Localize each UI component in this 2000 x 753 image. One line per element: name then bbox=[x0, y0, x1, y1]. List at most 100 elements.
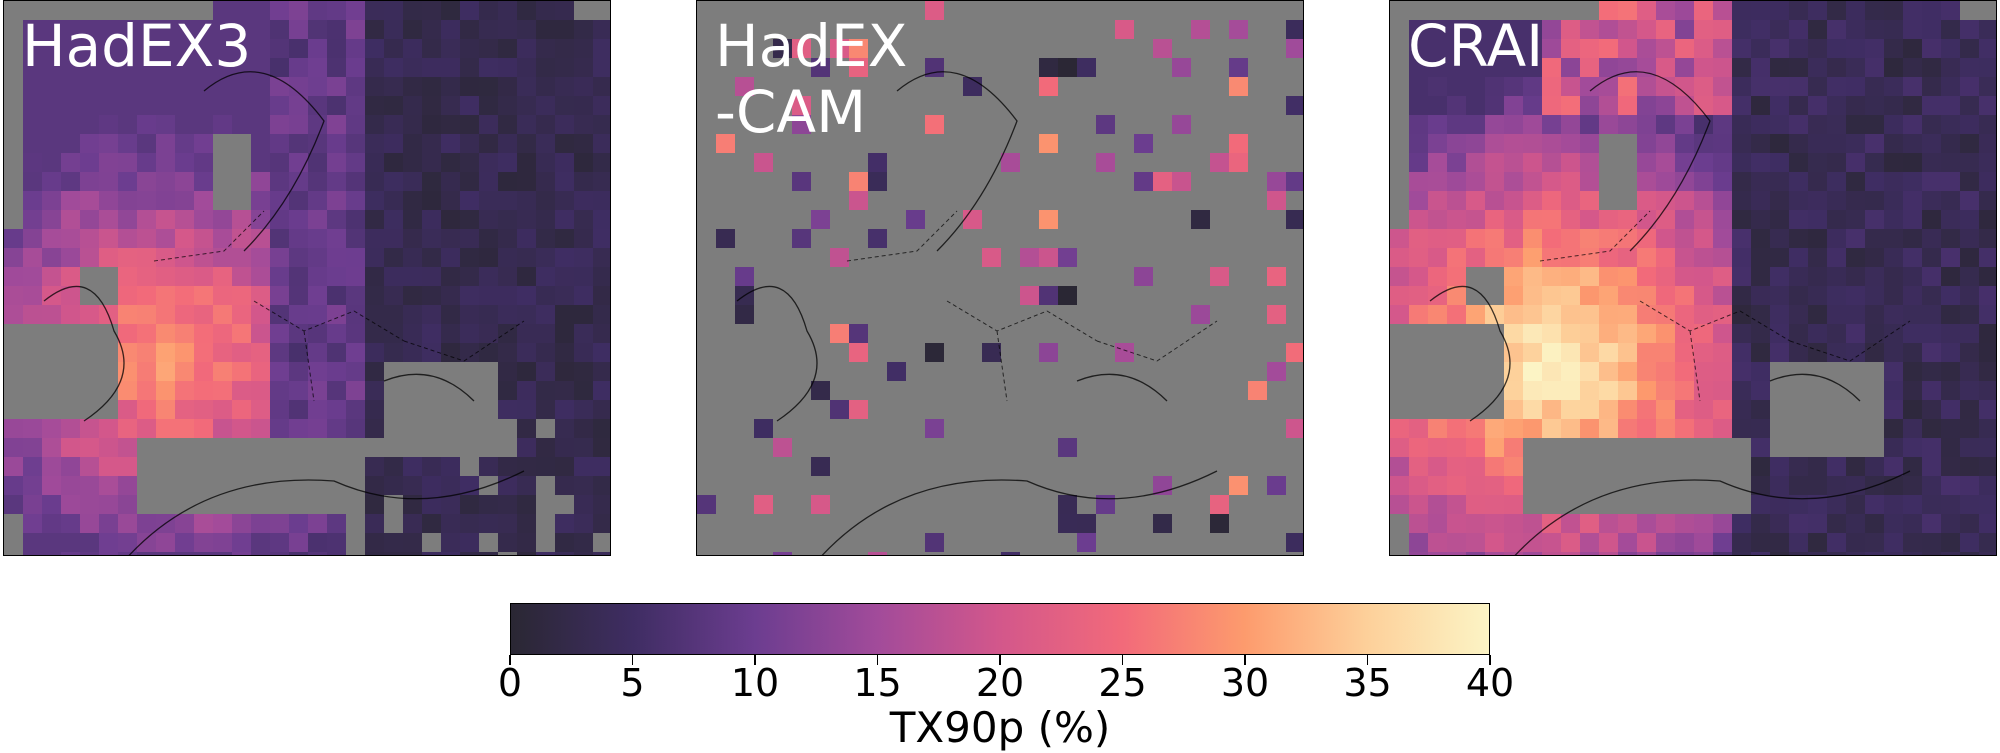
heatmap-cell bbox=[384, 267, 403, 286]
heatmap-cell bbox=[156, 533, 175, 552]
heatmap-cell bbox=[1656, 343, 1675, 362]
heatmap-cell bbox=[1466, 305, 1485, 324]
heatmap-cell bbox=[517, 400, 536, 419]
heatmap-cell bbox=[1941, 1, 1960, 20]
heatmap-cell bbox=[23, 153, 42, 172]
heatmap-cell bbox=[61, 286, 80, 305]
heatmap-cell bbox=[479, 305, 498, 324]
heatmap-cell bbox=[1390, 229, 1409, 248]
heatmap-cell bbox=[289, 1, 308, 20]
heatmap-cell bbox=[175, 400, 194, 419]
heatmap-cell bbox=[403, 20, 422, 39]
heatmap-cell bbox=[156, 286, 175, 305]
heatmap-cell bbox=[1618, 229, 1637, 248]
heatmap-cell bbox=[1694, 400, 1713, 419]
heatmap-cell bbox=[1865, 267, 1884, 286]
heatmap-cell bbox=[1618, 419, 1637, 438]
heatmap-cell bbox=[175, 210, 194, 229]
heatmap-cell bbox=[23, 495, 42, 514]
heatmap-cell bbox=[4, 457, 23, 476]
heatmap-cell bbox=[23, 115, 42, 134]
heatmap-cell bbox=[1865, 495, 1884, 514]
heatmap-cell bbox=[1979, 514, 1996, 533]
heatmap-cell bbox=[1542, 229, 1561, 248]
heatmap-cell bbox=[213, 362, 232, 381]
heatmap-cell bbox=[1979, 20, 1996, 39]
heatmap-cell bbox=[1941, 286, 1960, 305]
heatmap-cell bbox=[1694, 267, 1713, 286]
heatmap-cell bbox=[1675, 77, 1694, 96]
heatmap-cell bbox=[42, 457, 61, 476]
heatmap-cell bbox=[479, 229, 498, 248]
heatmap-cell bbox=[422, 229, 441, 248]
heatmap-cell bbox=[441, 115, 460, 134]
heatmap-cell bbox=[460, 20, 479, 39]
heatmap-cell bbox=[593, 514, 610, 533]
heatmap-cell bbox=[346, 343, 365, 362]
heatmap-cell bbox=[61, 20, 80, 39]
heatmap-cell bbox=[80, 438, 99, 457]
heatmap-cell bbox=[1466, 495, 1485, 514]
heatmap-cell bbox=[536, 324, 555, 343]
heatmap-cell bbox=[1827, 286, 1846, 305]
heatmap-cell bbox=[1580, 229, 1599, 248]
heatmap-cell bbox=[1751, 495, 1770, 514]
heatmap-cell bbox=[1656, 20, 1675, 39]
heatmap-cell bbox=[1922, 134, 1941, 153]
heatmap-cell bbox=[498, 39, 517, 58]
heatmap-cell bbox=[1903, 362, 1922, 381]
heatmap-cell bbox=[1808, 96, 1827, 115]
heatmap-cell bbox=[1694, 533, 1713, 552]
heatmap-cell bbox=[593, 324, 610, 343]
heatmap-cell bbox=[1922, 286, 1941, 305]
heatmap-cell bbox=[479, 134, 498, 153]
heatmap-cell bbox=[1789, 115, 1808, 134]
heatmap-cell bbox=[80, 419, 99, 438]
heatmap-cell bbox=[574, 229, 593, 248]
heatmap-cell bbox=[365, 153, 384, 172]
heatmap-cell bbox=[1960, 39, 1979, 58]
heatmap-cell bbox=[1580, 191, 1599, 210]
heatmap-cell bbox=[1096, 153, 1115, 172]
heatmap-cell bbox=[1808, 20, 1827, 39]
heatmap-cell bbox=[517, 495, 536, 514]
heatmap-cell bbox=[1827, 533, 1846, 552]
heatmap-cell bbox=[1713, 552, 1732, 555]
heatmap-cell bbox=[42, 39, 61, 58]
heatmap-cell bbox=[137, 96, 156, 115]
heatmap-cell bbox=[1979, 191, 1996, 210]
heatmap-cell bbox=[422, 457, 441, 476]
heatmap-cell bbox=[346, 286, 365, 305]
heatmap-cell bbox=[251, 514, 270, 533]
heatmap-cell bbox=[1077, 514, 1096, 533]
heatmap-cell bbox=[1751, 248, 1770, 267]
heatmap-cell bbox=[1808, 495, 1827, 514]
heatmap-cell bbox=[403, 1, 422, 20]
heatmap-cell bbox=[270, 210, 289, 229]
heatmap-cell bbox=[99, 39, 118, 58]
heatmap-cell bbox=[1732, 400, 1751, 419]
heatmap-cell bbox=[1618, 210, 1637, 229]
heatmap-cell bbox=[137, 172, 156, 191]
heatmap-cell bbox=[270, 324, 289, 343]
heatmap-cell bbox=[137, 343, 156, 362]
heatmap-cell bbox=[42, 305, 61, 324]
heatmap-cell bbox=[555, 324, 574, 343]
heatmap-cell bbox=[1058, 58, 1077, 77]
heatmap-cell bbox=[555, 438, 574, 457]
heatmap-cell bbox=[365, 77, 384, 96]
heatmap-cell bbox=[1001, 552, 1020, 555]
heatmap-cell bbox=[327, 362, 346, 381]
heatmap-cell bbox=[1960, 419, 1979, 438]
heatmap-cell bbox=[365, 39, 384, 58]
heatmap-cell bbox=[1077, 533, 1096, 552]
heatmap-cell bbox=[460, 267, 479, 286]
heatmap-cell bbox=[1770, 305, 1789, 324]
heatmap-cell bbox=[830, 324, 849, 343]
heatmap-cell bbox=[308, 20, 327, 39]
heatmap-cell bbox=[1713, 39, 1732, 58]
heatmap-cell bbox=[1941, 381, 1960, 400]
heatmap-cell bbox=[1827, 267, 1846, 286]
colorbar-tick-label: 10 bbox=[730, 661, 780, 705]
heatmap-cell bbox=[42, 229, 61, 248]
